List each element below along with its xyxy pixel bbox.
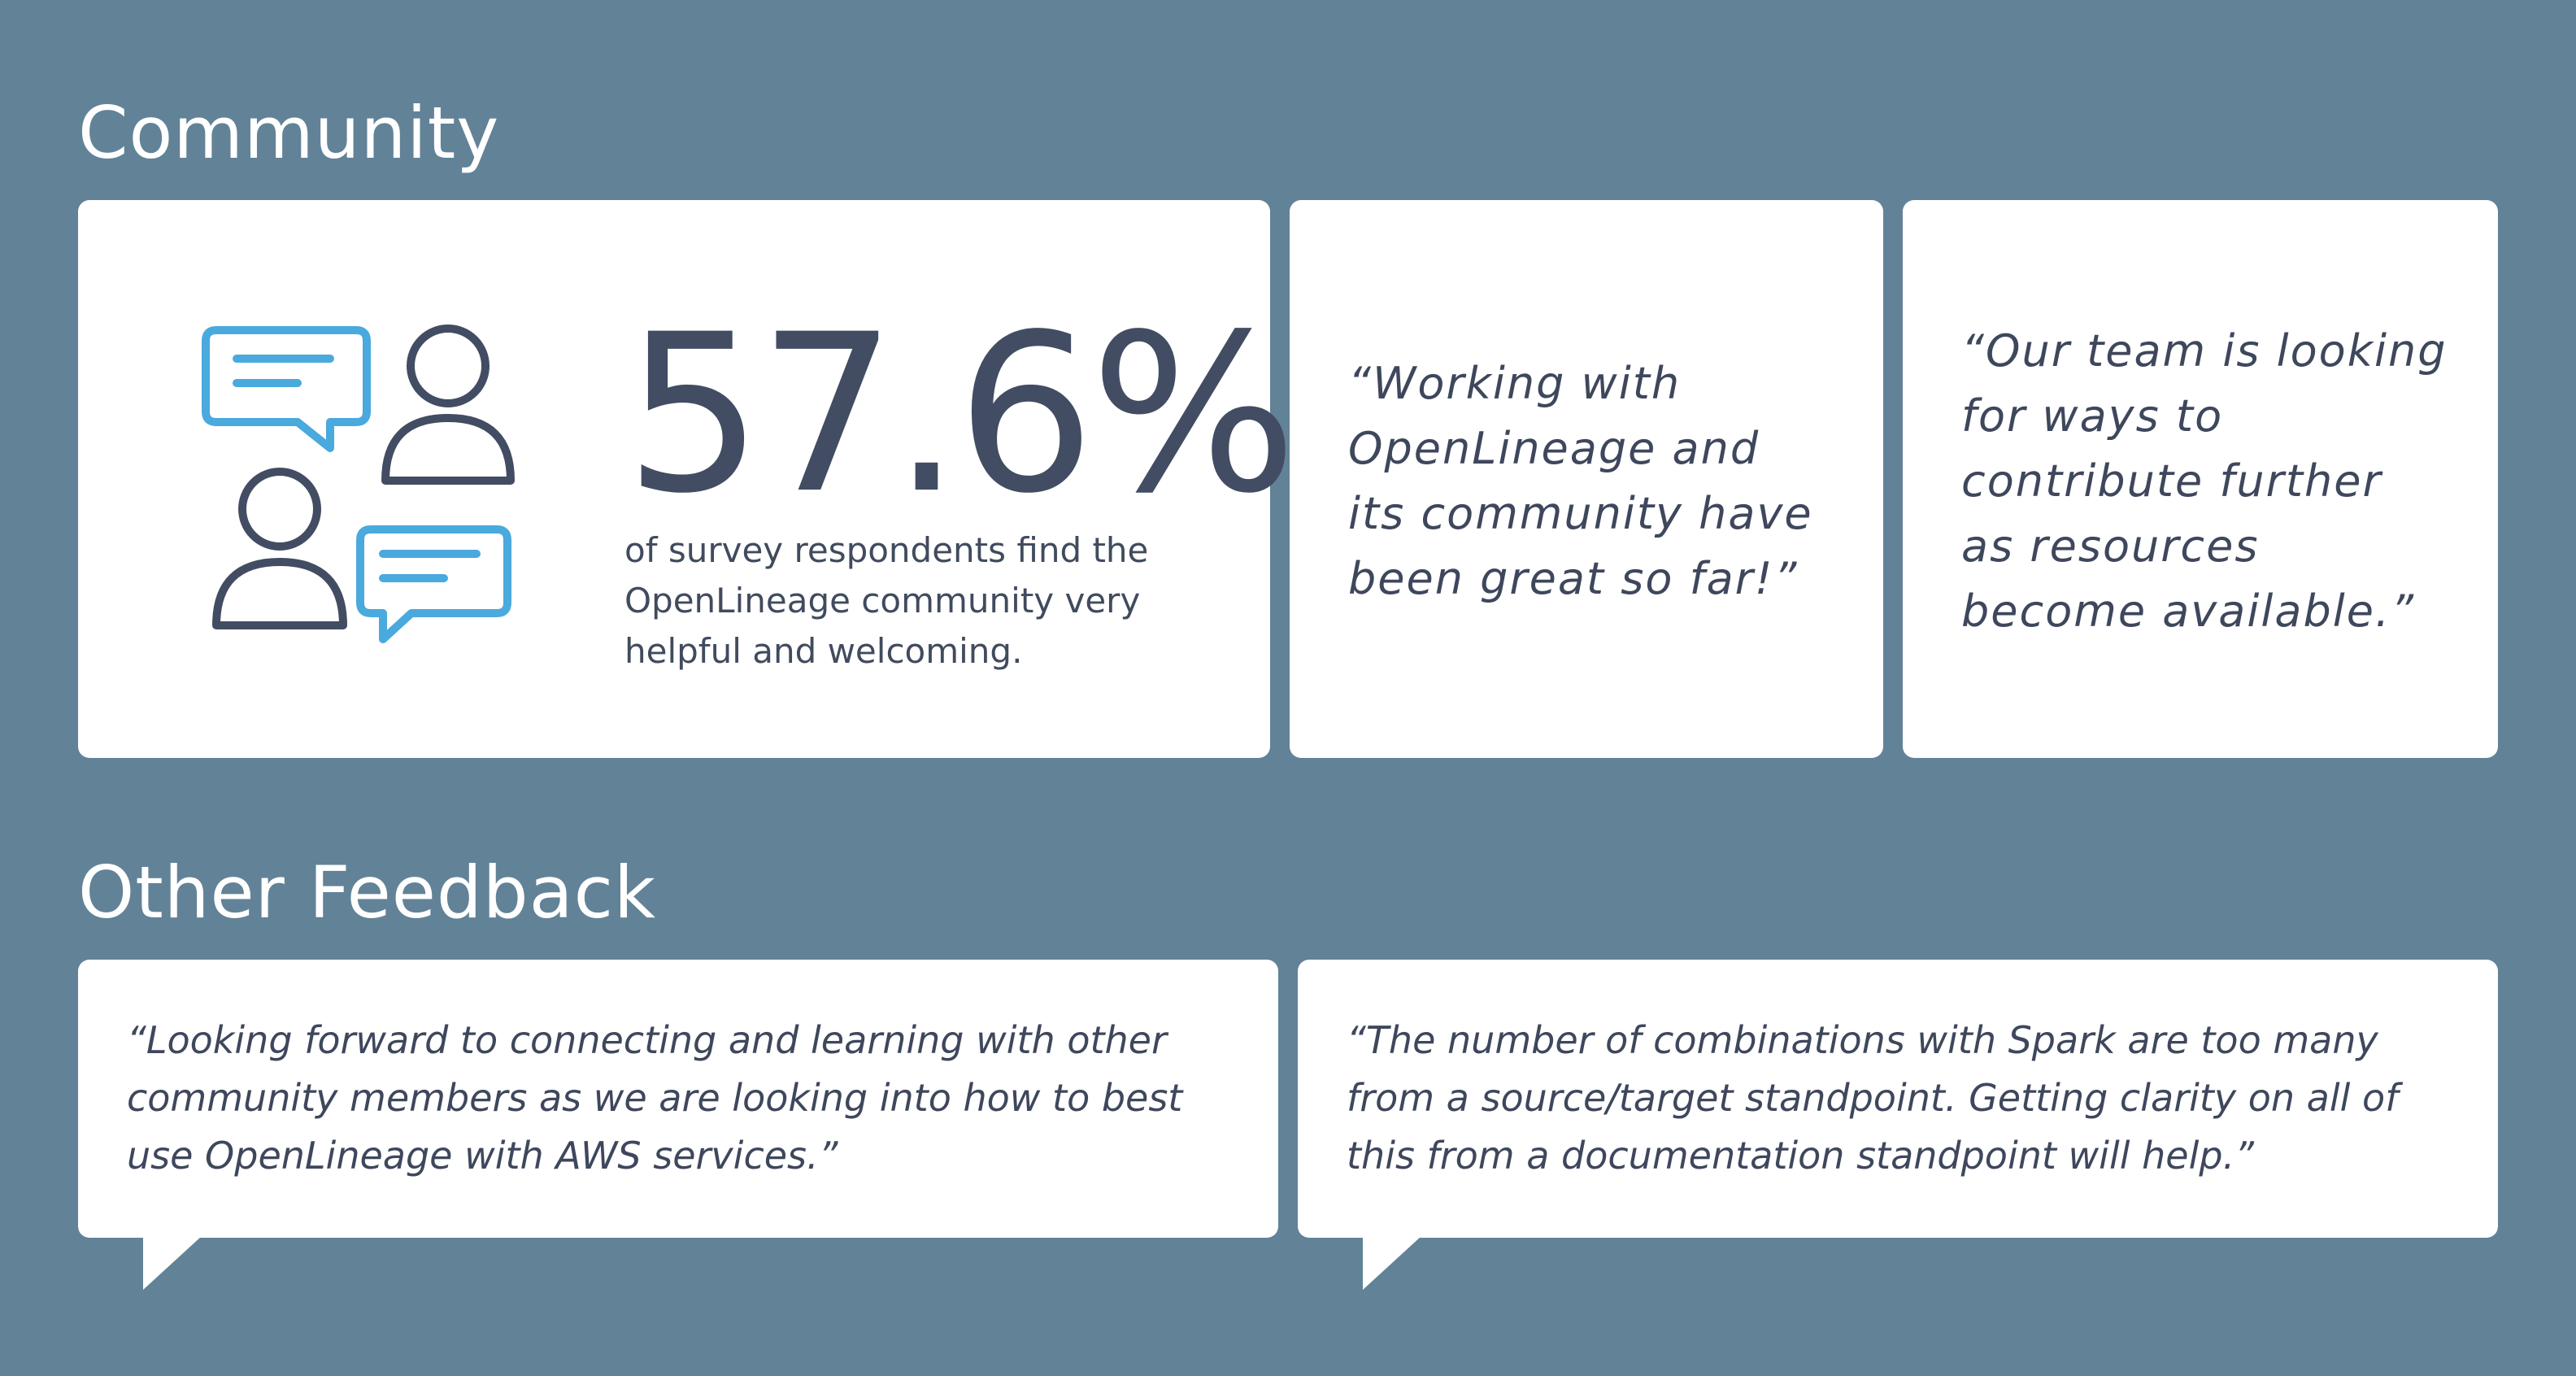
community-stat-card: 57.6% of survey respondents find the Ope… <box>78 200 1297 758</box>
quote-text: “Our team is looking for ways to contrib… <box>1961 325 2448 637</box>
speech-bubble-icon <box>356 525 511 643</box>
community-section-title: Community <box>78 91 500 175</box>
feedback-section-title: Other Feedback <box>78 851 656 934</box>
feedback-text: “Looking forward to connecting and learn… <box>127 1018 1183 1178</box>
speech-bubble-icon <box>202 326 371 452</box>
stat-caption: of survey respondents find the OpenLinea… <box>624 530 1149 671</box>
feedback-text: “The number of combinations with Spark a… <box>1347 1018 2399 1178</box>
feedback-bubble: “Looking forward to connecting and learn… <box>78 960 1278 1290</box>
person-icon <box>212 468 347 629</box>
person-icon <box>381 324 515 485</box>
quote-card: “Our team is looking for ways to contrib… <box>1903 200 2498 758</box>
community-chat-icon <box>202 324 515 643</box>
quote-text: “Working with OpenLineage and its commun… <box>1348 358 1813 604</box>
stat-value: 57.6% <box>624 288 1297 542</box>
quote-card: “Working with OpenLineage and its commun… <box>1290 200 1883 758</box>
feedback-bubble: “The number of combinations with Spark a… <box>1298 960 2498 1290</box>
bubble-tail-icon <box>143 1236 202 1290</box>
bubble-tail-icon <box>1363 1236 1421 1290</box>
